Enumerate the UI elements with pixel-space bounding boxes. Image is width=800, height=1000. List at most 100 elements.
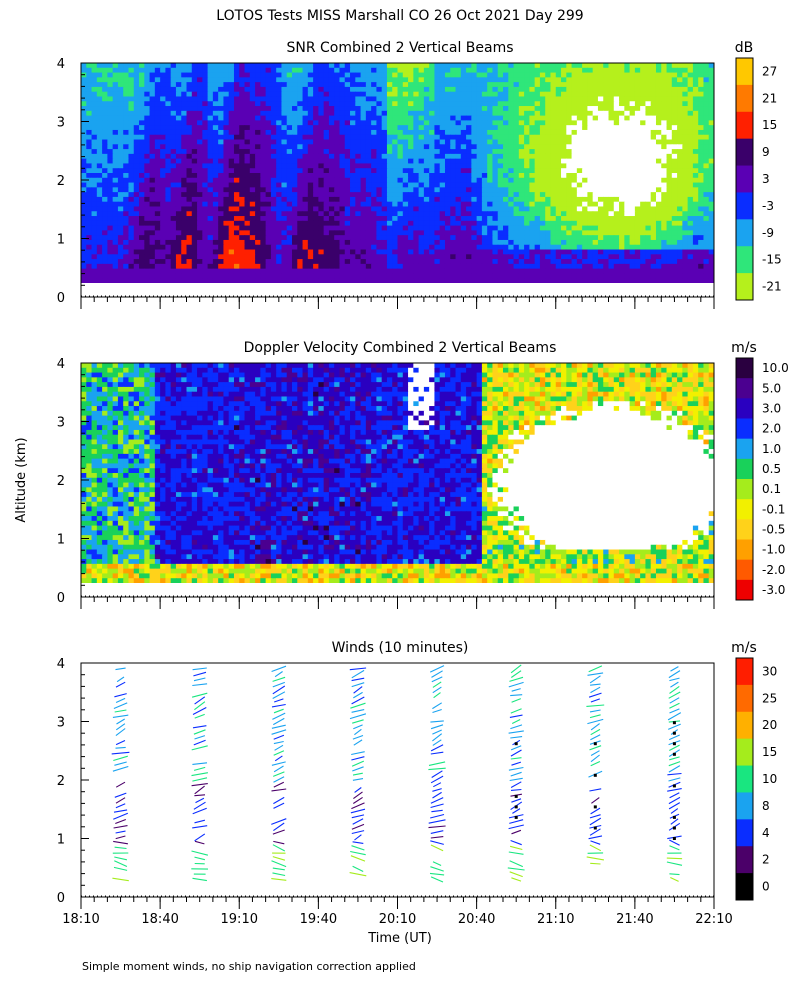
snr-cell [186,134,193,141]
snr-cell [112,259,119,265]
snr-cell [286,115,293,121]
snr-cell [703,72,710,78]
snr-cell [165,82,172,88]
snr-cell [360,220,367,227]
snr-cell [297,86,304,93]
snr-cell [191,144,198,150]
snr-cell [160,82,167,88]
snr-cell [687,225,694,231]
snr-cell [444,259,451,265]
snr-cell [186,244,193,251]
snr-cell [592,86,599,93]
snr-cell [429,139,436,145]
snr-cell [708,168,714,174]
snr-cell [603,129,610,136]
snr-cell [619,106,625,112]
snr-cell [460,216,467,222]
snr-cell [597,196,604,203]
snr-cell [233,153,240,160]
snr-cell [497,77,504,83]
snr-cell [133,211,140,217]
snr-cell [503,192,509,198]
snr-cell [381,115,388,121]
snr-cell [587,201,594,208]
snr-cell [202,125,209,131]
snr-cell [276,220,283,227]
snr-cell [139,96,145,102]
snr-cell [202,177,209,184]
snr-cell [376,211,383,217]
snr-cell [117,67,124,74]
snr-cell [503,115,509,121]
snr-cell [202,115,209,121]
snr-cell [455,244,462,251]
snr-cell [286,220,293,227]
snr-cell [655,134,662,141]
snr-cell [313,96,319,102]
snr-cell [650,110,657,117]
snr-cell [587,177,594,184]
snr-cell [212,259,219,265]
snr-cell [207,67,214,74]
snr-cell [613,201,620,208]
snr-cell [655,230,662,236]
snr-cell [677,182,683,188]
snr-cell [350,249,356,255]
snr-cell [297,254,304,260]
snr-cell [128,192,135,198]
snr-cell [429,72,436,78]
snr-cell [402,244,409,251]
snr-cell [133,144,140,150]
snr-cell [265,216,272,222]
snr-cell [239,173,246,179]
snr-cell [418,134,425,141]
snr-cell [629,72,636,78]
snr-cell [619,196,625,203]
snr-cell [81,96,87,102]
snr-cell [582,177,589,184]
snr-cell [376,235,383,241]
snr-cell [318,82,325,88]
snr-cell [86,244,93,251]
snr-cell [102,235,108,241]
snr-cell [228,244,235,251]
snr-cell [128,163,135,169]
snr-cell [392,249,399,255]
snr-cell [503,177,509,184]
snr-cell [450,86,457,93]
snr-cell [439,249,446,255]
snr-cell [181,96,188,102]
snr-cell [186,182,193,188]
snr-cell [381,96,388,102]
snr-cell [249,259,256,265]
snr-cell [629,196,636,203]
snr-cell [566,168,573,174]
snr-cell [281,192,288,198]
snr-cell [671,206,678,212]
snr-cell [671,139,678,145]
snr-cell [128,177,135,184]
snr-cell [534,125,541,131]
snr-cell [481,120,488,126]
snr-cell [260,106,267,112]
snr-cell [692,139,699,145]
snr-cell [371,192,378,198]
snr-cell [255,216,261,222]
snr-cell [133,249,140,255]
snr-cell [682,120,689,126]
snr-cell [677,139,683,145]
snr-cell [640,177,647,184]
snr-cell [592,101,599,107]
snr-cell [144,91,151,98]
snr-cell [629,177,636,184]
snr-cell [328,91,335,98]
snr-cell [518,139,525,145]
snr-cell [508,158,515,165]
snr-cell [344,63,351,69]
snr-cell [260,158,267,165]
snr-cell [112,72,119,78]
snr-cell [629,239,636,246]
snr-cell [624,225,631,231]
snr-cell [481,220,488,227]
snr-cell [655,153,662,160]
